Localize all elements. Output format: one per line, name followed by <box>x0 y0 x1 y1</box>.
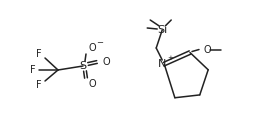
Text: Si: Si <box>157 25 167 35</box>
Text: O: O <box>102 57 110 67</box>
Text: O: O <box>88 43 96 53</box>
Text: F: F <box>36 80 42 90</box>
Text: −: − <box>97 39 103 47</box>
Text: F: F <box>36 49 42 59</box>
Text: O: O <box>203 45 211 55</box>
Text: F: F <box>30 65 36 75</box>
Text: O: O <box>88 79 96 89</box>
Text: S: S <box>80 61 86 71</box>
Text: N: N <box>158 59 167 69</box>
Text: +: + <box>167 55 173 61</box>
